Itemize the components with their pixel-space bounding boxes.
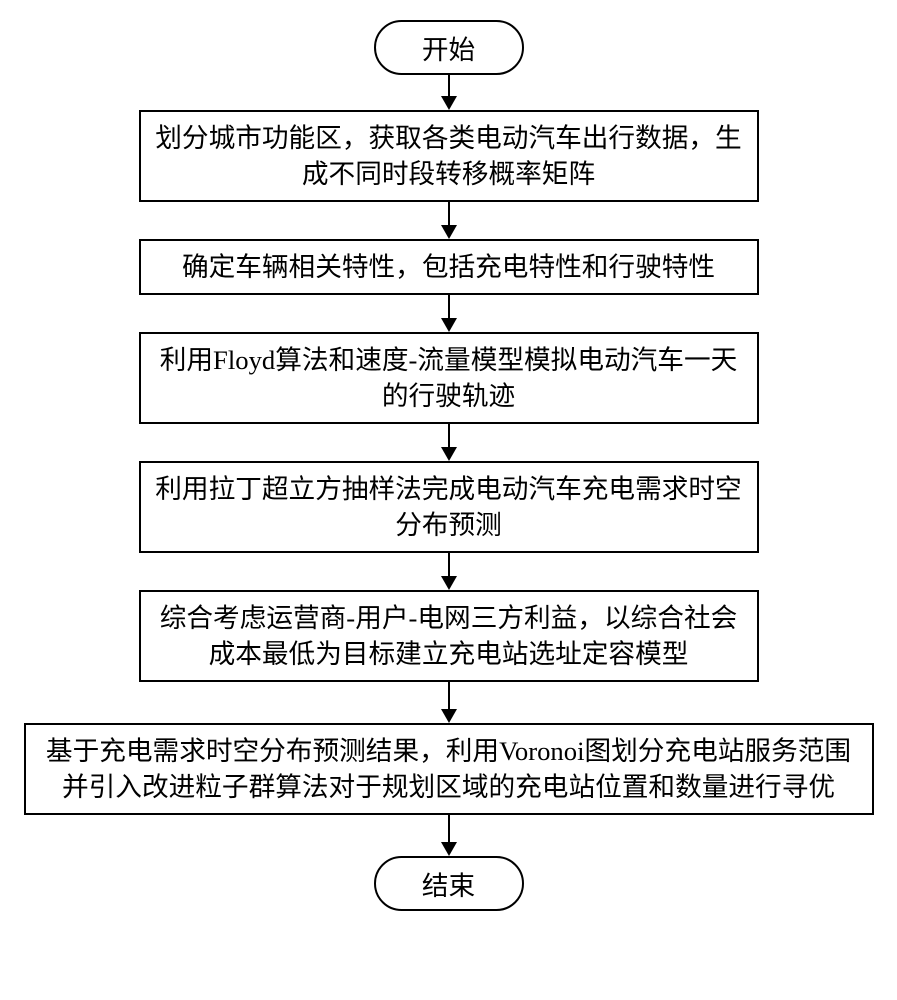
- arrow-s3: [441, 424, 457, 461]
- arrow-s5: [441, 682, 457, 723]
- flow-node-start: 开始: [374, 20, 524, 75]
- flow-node-end: 结束: [374, 856, 524, 911]
- arrow-s6: [441, 815, 457, 856]
- arrow-start: [441, 75, 457, 110]
- flow-node-s2: 确定车辆相关特性，包括充电特性和行驶特性: [139, 239, 759, 295]
- flow-node-s5: 综合考虑运营商-用户-电网三方利益，以综合社会成本最低为目标建立充电站选址定容模…: [139, 590, 759, 682]
- flow-node-s3: 利用Floyd算法和速度-流量模型模拟电动汽车一天的行驶轨迹: [139, 332, 759, 424]
- flow-node-s1: 划分城市功能区，获取各类电动汽车出行数据，生成不同时段转移概率矩阵: [139, 110, 759, 202]
- flow-node-s4: 利用拉丁超立方抽样法完成电动汽车充电需求时空分布预测: [139, 461, 759, 553]
- flowchart-container: 开始划分城市功能区，获取各类电动汽车出行数据，生成不同时段转移概率矩阵确定车辆相…: [24, 20, 874, 911]
- arrow-s4: [441, 553, 457, 590]
- arrow-s1: [441, 202, 457, 239]
- flow-node-s6: 基于充电需求时空分布预测结果，利用Voronoi图划分充电站服务范围并引入改进粒…: [24, 723, 874, 815]
- arrow-s2: [441, 295, 457, 332]
